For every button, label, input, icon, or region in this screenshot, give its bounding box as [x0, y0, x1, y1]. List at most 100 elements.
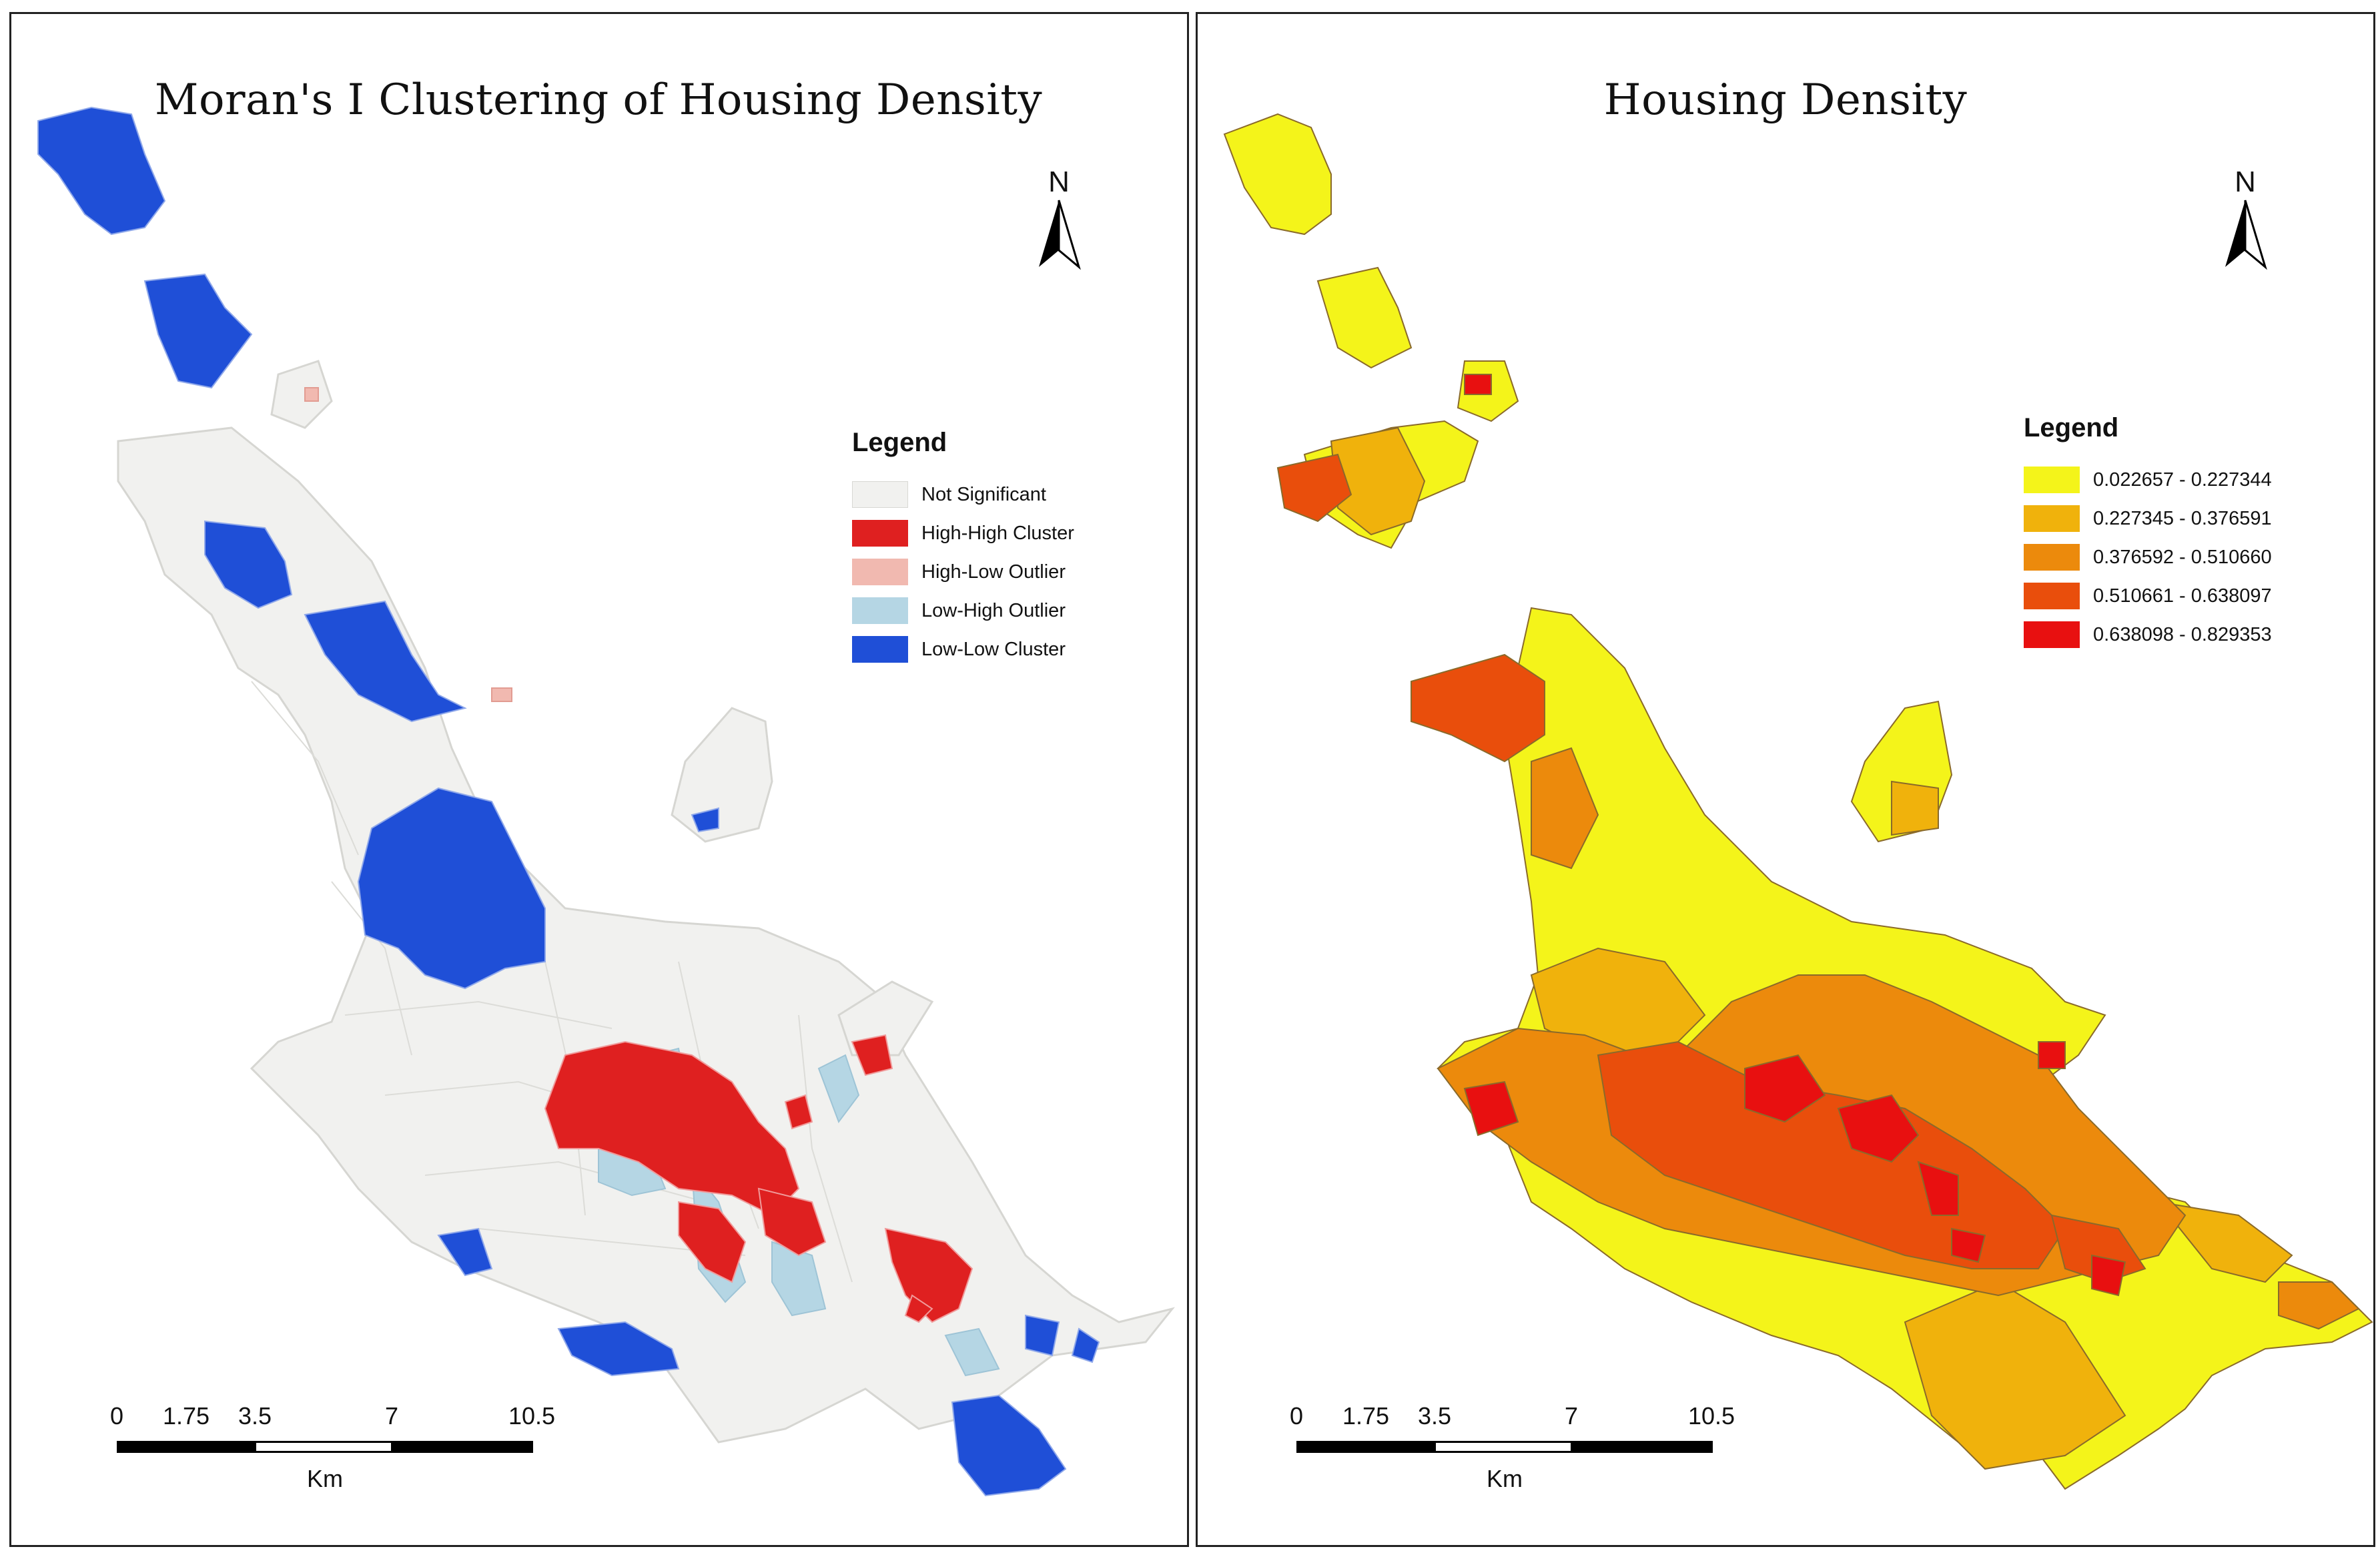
scale-segment [117, 1441, 256, 1453]
scale-tick: 0 [109, 1402, 124, 1430]
legend-swatch [852, 597, 908, 624]
housing-density-map [1223, 113, 2373, 1490]
region-density-class-4 [1276, 453, 1352, 523]
legend-label: 0.022657 - 0.227344 [2093, 469, 2272, 491]
region-density-class-3 [2278, 1281, 2360, 1330]
legend: Legend 0.022657 - 0.227344 0.227345 - 0.… [2024, 413, 2272, 654]
scale-tick: 10.5 [1687, 1402, 1735, 1430]
region-low-low-3 [204, 520, 293, 609]
region-low-low-2 [143, 273, 253, 389]
moran-map-panel: Moran's I Clustering of Housing Density … [9, 12, 1189, 1547]
region-high-high-2 [678, 1201, 747, 1283]
region-density-class-4 [1411, 653, 1545, 763]
scale-segment [1434, 1441, 1573, 1453]
legend-swatch [852, 520, 908, 547]
scale-tick: 3.5 [1417, 1402, 1452, 1430]
region-high-high-5 [884, 1227, 973, 1323]
region-low-low-10 [1025, 1314, 1060, 1357]
scale-tick: 0 [1289, 1402, 1304, 1430]
legend-label: 0.227345 - 0.376591 [2093, 507, 2272, 529]
legend-title: Legend [2024, 413, 2119, 442]
legend-item: High-Low Outlier [852, 553, 1074, 591]
north-label: N [1048, 166, 1070, 198]
legend-swatch-r [2024, 544, 2080, 571]
scale-tick: 1.75 [162, 1402, 210, 1430]
legend-item: 0.227345 - 0.376591 [2024, 499, 2272, 538]
legend-swatch-r [2024, 621, 2080, 648]
region-high-low-1 [304, 387, 319, 402]
region-low-low-7 [557, 1321, 680, 1377]
legend-swatch [852, 481, 908, 508]
legend-title: Legend [852, 428, 947, 457]
legend-item: 0.376592 - 0.510660 [2024, 538, 2272, 577]
map-title: Moran's I Clustering of Housing Density [154, 75, 1043, 125]
scale-bar: 0 1.75 3.5 7 10.5 Km [109, 1402, 556, 1496]
region-density-class-5 [1951, 1227, 1986, 1263]
region-density-class-1 [1316, 266, 1413, 369]
region-low-high-4 [817, 1054, 860, 1124]
region-low-low-8 [691, 807, 719, 833]
scale-tick: 3.5 [238, 1402, 272, 1430]
legend-swatch-r [2024, 583, 2080, 609]
north-arrow: N [2219, 168, 2272, 273]
scale-segment [392, 1441, 533, 1453]
region-low-high-3 [771, 1241, 827, 1317]
north-label: N [2235, 166, 2256, 198]
region-density-class-5 [2091, 1254, 2126, 1297]
legend-label: High-Low Outlier [921, 561, 1066, 583]
legend-swatch [852, 559, 908, 585]
region-density-class-5 [1464, 374, 1492, 395]
scale-bar: 0 1.75 3.5 7 10.5 Km [1289, 1402, 1735, 1496]
region-not-significant-north [270, 360, 333, 429]
region-high-high-4 [851, 1034, 893, 1076]
region-density-class-1 [1223, 113, 1332, 236]
region-density-class-5 [2038, 1041, 2066, 1069]
legend-label: 0.376592 - 0.510660 [2093, 546, 2272, 568]
region-density-class-5 [1463, 1080, 1519, 1137]
legend-label: 0.638098 - 0.829353 [2093, 623, 2272, 645]
legend-item: Not Significant [852, 475, 1074, 514]
legend-label: Low-High Outlier [921, 599, 1066, 621]
scale-unit: Km [307, 1465, 343, 1492]
legend-label: Low-Low Cluster [921, 638, 1066, 660]
region-density-class-5 [1837, 1094, 1920, 1163]
scale-tick: 7 [384, 1402, 399, 1430]
legend-item: 0.022657 - 0.227344 [2024, 460, 2272, 499]
scale-tick: 10.5 [508, 1402, 556, 1430]
density-map-panel: Housing Density N Legend 0.022657 - 0.22… [1196, 12, 2375, 1547]
region-high-high-6 [784, 1094, 813, 1130]
legend-item: Low-High Outlier [852, 591, 1074, 630]
legend-item: Low-Low Cluster [852, 630, 1074, 669]
region-density-class-3 [1531, 747, 1599, 870]
north-arrow-icon [2225, 200, 2267, 270]
legend-label: 0.510661 - 0.638097 [2093, 585, 2272, 607]
region-low-low-4 [304, 600, 467, 723]
region-low-low-11 [1071, 1327, 1100, 1363]
legend-item: 0.510661 - 0.638097 [2024, 577, 2272, 615]
region-high-high-7 [904, 1294, 933, 1323]
region-density-class-2 [1330, 426, 1426, 536]
legend-swatch-r [2024, 505, 2080, 532]
legend-item: 0.638098 - 0.829353 [2024, 615, 2272, 654]
scale-segment [1296, 1441, 1435, 1453]
region-low-low-1 [37, 106, 166, 236]
legend: Legend Not Significant High-High Cluster… [852, 428, 1074, 669]
region-density-class-5 [1744, 1054, 1826, 1123]
region-not-significant-ne [837, 980, 934, 1056]
region-low-high-5 [944, 1327, 1000, 1377]
region-not-significant-east [671, 707, 773, 843]
scale-segment [1571, 1441, 1713, 1453]
scale-unit: Km [1487, 1465, 1523, 1492]
map-title: Housing Density [1603, 75, 1968, 125]
scale-segment [254, 1441, 393, 1453]
north-arrow-icon [1039, 200, 1081, 270]
region-density-class-2 [1891, 780, 1939, 836]
region-density-class-5 [1917, 1161, 1959, 1216]
scale-tick: 1.75 [1342, 1402, 1390, 1430]
region-low-low-5 [357, 787, 546, 990]
legend-label: Not Significant [921, 483, 1046, 505]
region-high-low-2 [491, 687, 512, 702]
region-density-class-2 [2156, 1201, 2293, 1283]
legend-label: High-High Cluster [921, 522, 1074, 544]
moran-cluster-map [37, 106, 1175, 1497]
